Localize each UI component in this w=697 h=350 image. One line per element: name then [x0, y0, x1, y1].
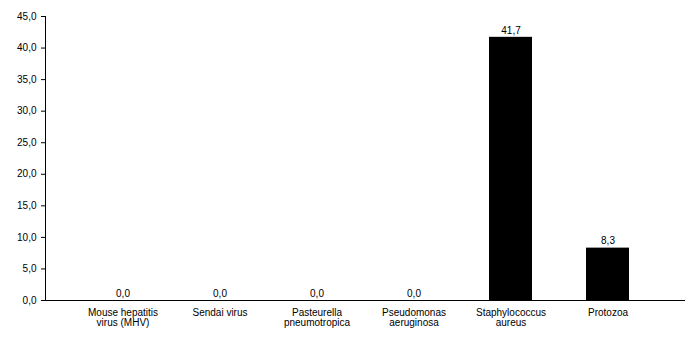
- svg-text:0,0: 0,0: [213, 288, 227, 299]
- svg-text:5,0: 5,0: [23, 263, 37, 274]
- svg-text:0,0: 0,0: [407, 288, 421, 299]
- svg-text:15,0: 15,0: [17, 200, 37, 211]
- svg-text:25,0: 25,0: [17, 137, 37, 148]
- svg-text:Mouse hepatitisvirus (MHV): Mouse hepatitisvirus (MHV): [88, 307, 158, 328]
- svg-text:8,3: 8,3: [601, 235, 615, 246]
- svg-text:30,0: 30,0: [17, 105, 37, 116]
- svg-text:10,0: 10,0: [17, 232, 37, 243]
- svg-text:41,7: 41,7: [501, 25, 521, 36]
- svg-text:Sendai virus: Sendai virus: [192, 307, 247, 318]
- svg-text:Pseudomonasaeruginosa: Pseudomonasaeruginosa: [382, 307, 446, 328]
- svg-text:40,0: 40,0: [17, 42, 37, 53]
- svg-text:0,0: 0,0: [116, 288, 130, 299]
- svg-text:Protozoa: Protozoa: [588, 307, 628, 318]
- svg-text:Pasteurellapneumotropica: Pasteurellapneumotropica: [284, 307, 351, 328]
- svg-text:20,0: 20,0: [17, 168, 37, 179]
- svg-text:Staphylococcusaureus: Staphylococcusaureus: [476, 307, 546, 328]
- svg-text:0,0: 0,0: [310, 288, 324, 299]
- svg-text:0,0: 0,0: [23, 295, 37, 306]
- svg-text:35,0: 35,0: [17, 74, 37, 85]
- svg-text:45,0: 45,0: [17, 11, 37, 22]
